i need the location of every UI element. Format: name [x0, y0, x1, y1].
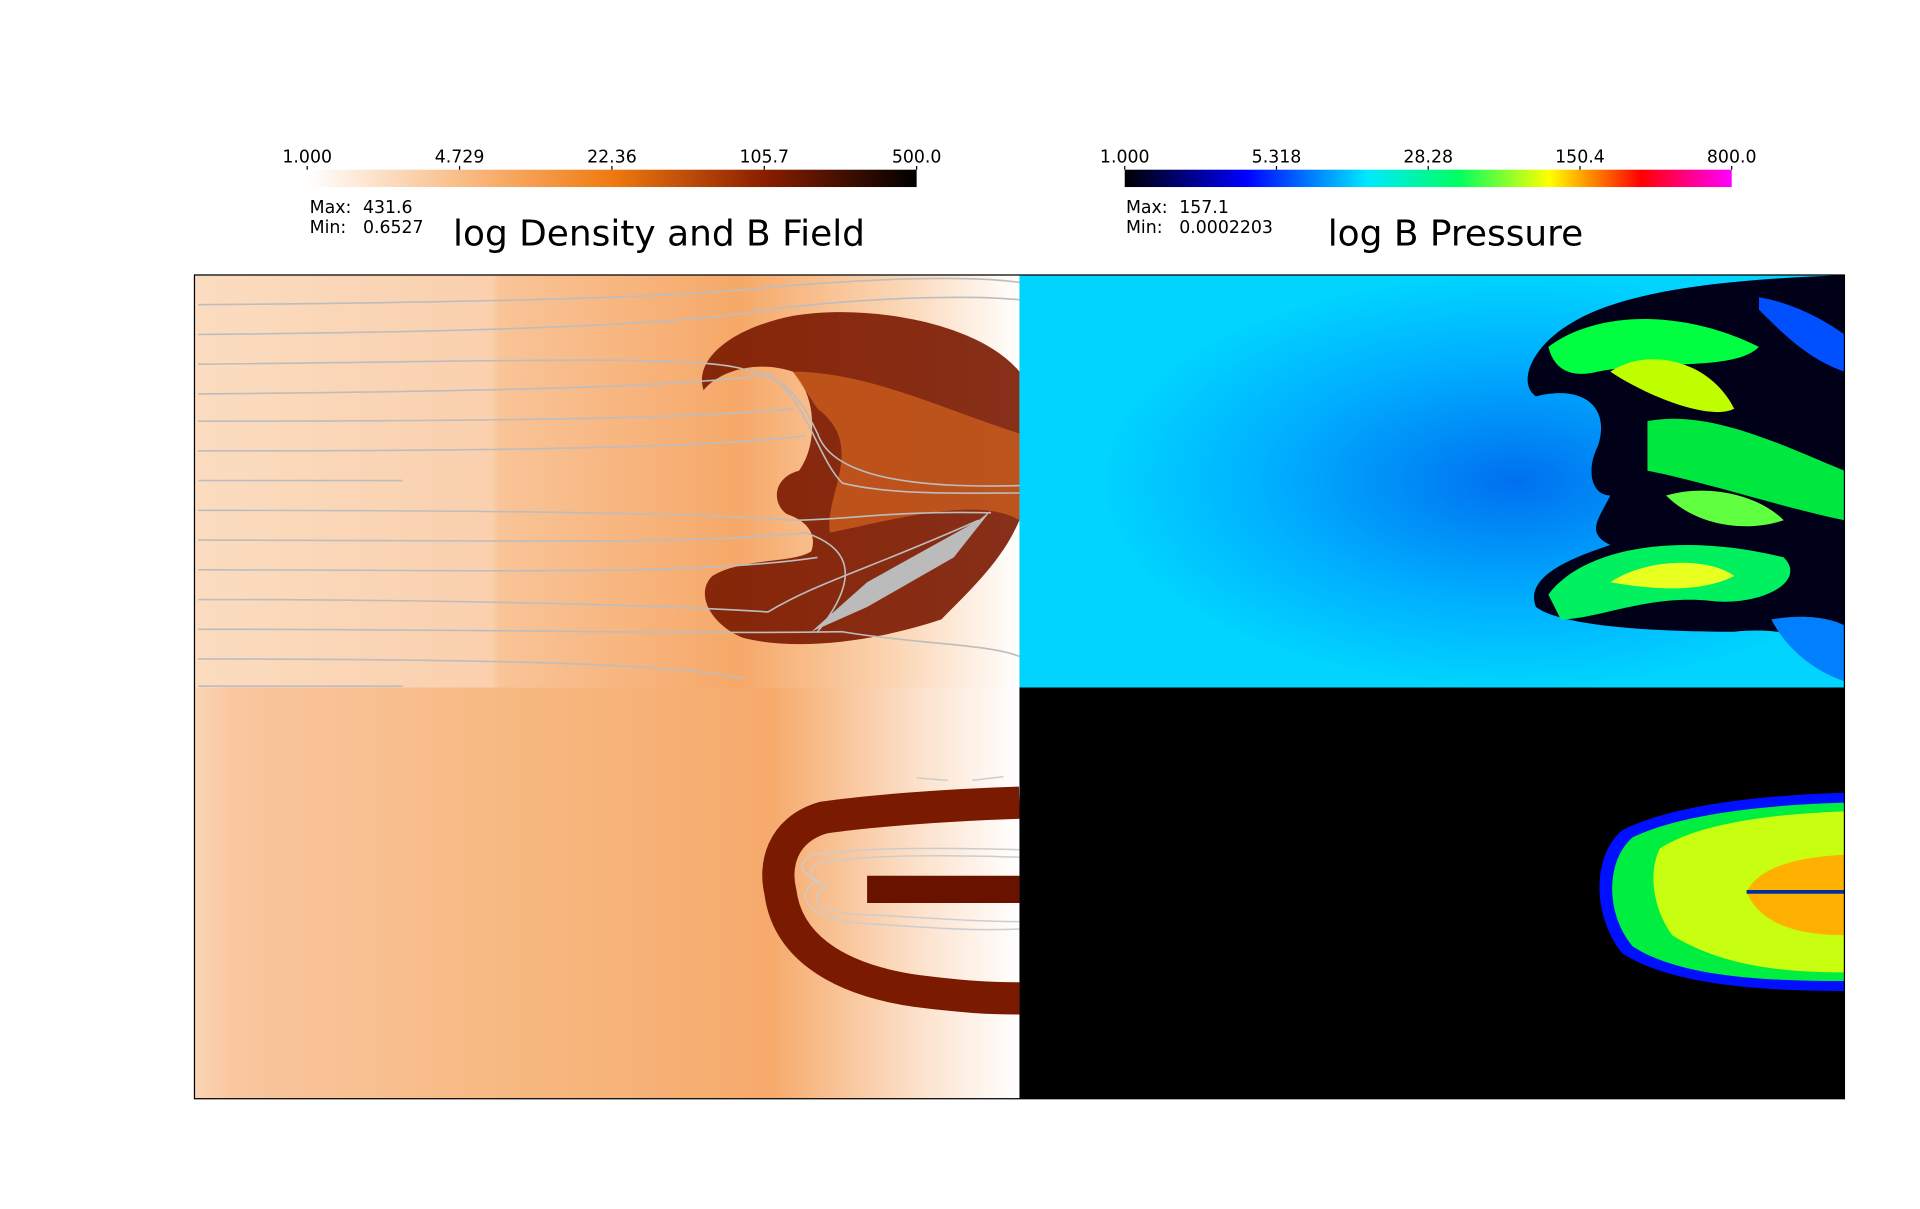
colorbar-tick-label: 1.000 — [1100, 147, 1150, 167]
max-label: Max: — [1126, 198, 1168, 218]
min-value: 0.6527 — [363, 218, 424, 238]
panel-title: log Density and B Field — [453, 213, 865, 254]
labels: 1.000 4.729 22.36 105.7 500.0 Max: 431.6 Min: 0.… — [282, 147, 1756, 254]
colorbar-tick-label: 500.0 — [892, 147, 942, 167]
min-value: 0.0002203 — [1179, 218, 1273, 238]
pressure-structure — [1746, 854, 1845, 936]
field-lines — [198, 277, 1020, 688]
field-lines — [801, 775, 1020, 931]
density-structure — [762, 786, 1020, 1015]
colorbar-tick-label: 28.28 — [1403, 147, 1453, 167]
colorbar-tick-label: 1.000 — [282, 147, 332, 167]
colorbar-tick-label: 5.318 — [1252, 147, 1302, 167]
figure: 1.000 4.729 22.36 105.7 500.0 Max: 431.6 Min: 0.… — [193, 147, 1846, 1100]
max-label: Max: — [310, 198, 352, 218]
max-value: 157.1 — [1179, 198, 1229, 218]
colorbar-tick-label: 4.729 — [435, 147, 485, 167]
min-label: Min: — [1126, 218, 1163, 238]
min-label: Min: — [310, 218, 347, 238]
colorbar — [1124, 169, 1732, 188]
colorbar-tick-label: 150.4 — [1555, 147, 1605, 167]
plot-frame — [193, 274, 1846, 1100]
panel-title: log B Pressure — [1328, 213, 1584, 254]
colorbar-tick-label: 22.36 — [587, 147, 637, 167]
pressure-structure — [1548, 297, 1845, 682]
colorbar-tick-label: 105.7 — [739, 147, 789, 167]
max-value: 431.6 — [363, 198, 413, 218]
field-lines — [811, 510, 991, 632]
colorbar — [307, 169, 917, 188]
colorbar-tick-label: 800.0 — [1707, 147, 1757, 167]
